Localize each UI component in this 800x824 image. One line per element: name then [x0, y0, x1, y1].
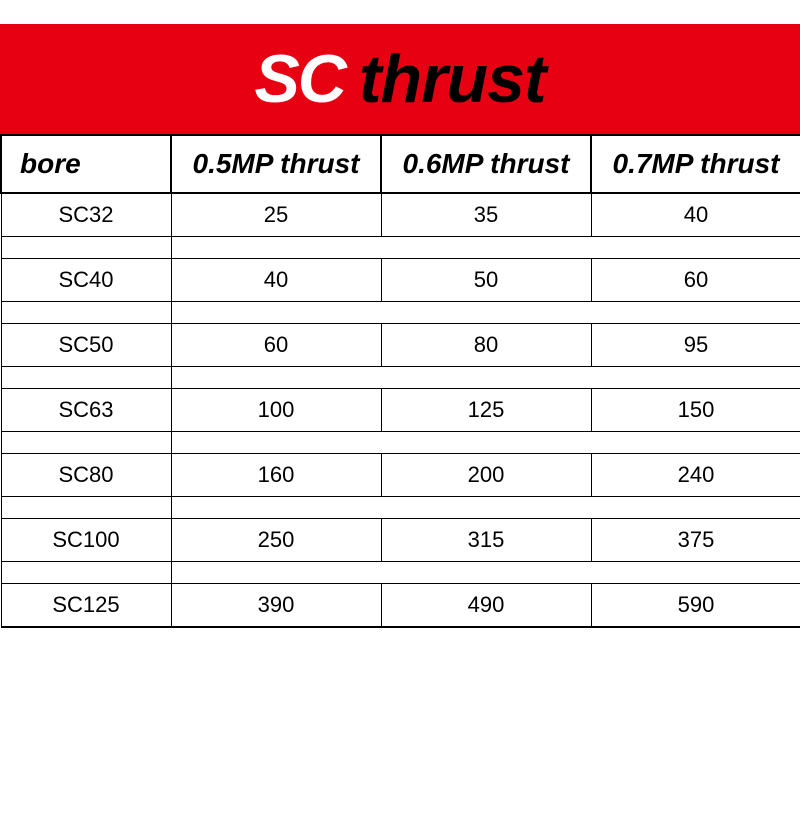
table-cell: 50 — [381, 259, 591, 302]
col-header-07mp: 0.7MP thrust — [591, 135, 800, 193]
table-spacer-row — [1, 237, 800, 259]
table-spacer-cell — [1, 237, 171, 259]
table-row: SC63100125150 — [1, 389, 800, 432]
table-cell: 390 — [171, 584, 381, 628]
thrust-table: bore 0.5MP thrust 0.6MP thrust 0.7MP thr… — [0, 134, 800, 628]
table-cell: 100 — [171, 389, 381, 432]
table-cell: 315 — [381, 519, 591, 562]
table-cell: 240 — [591, 454, 800, 497]
table-cell: 80 — [381, 324, 591, 367]
table-row: SC40405060 — [1, 259, 800, 302]
title-banner: SC thrust — [0, 24, 800, 134]
table-spacer-cell — [1, 432, 171, 454]
col-header-06mp: 0.6MP thrust — [381, 135, 591, 193]
table-row: SC100250315375 — [1, 519, 800, 562]
table-spacer-cell — [1, 497, 171, 519]
table-header-row: bore 0.5MP thrust 0.6MP thrust 0.7MP thr… — [1, 135, 800, 193]
table-cell: 95 — [591, 324, 800, 367]
table-cell: 25 — [171, 193, 381, 237]
table-row: SC50608095 — [1, 324, 800, 367]
table-spacer-row — [1, 302, 800, 324]
table-cell: SC100 — [1, 519, 171, 562]
table-spacer-row — [1, 367, 800, 389]
table-cell: 40 — [591, 193, 800, 237]
banner-thrust-text: thrust — [359, 40, 546, 118]
table-cell: 150 — [591, 389, 800, 432]
table-spacer-row — [1, 432, 800, 454]
table-spacer-cell — [1, 562, 171, 584]
table-spacer-cell — [171, 302, 800, 324]
table-spacer-cell — [1, 302, 171, 324]
table-spacer-cell — [171, 432, 800, 454]
table-body: SC32253540SC40405060SC50608095SC63100125… — [1, 193, 800, 627]
table-cell: 60 — [591, 259, 800, 302]
table-row: SC32253540 — [1, 193, 800, 237]
table-cell: 60 — [171, 324, 381, 367]
table-cell: SC32 — [1, 193, 171, 237]
col-header-05mp: 0.5MP thrust — [171, 135, 381, 193]
table-spacer-row — [1, 562, 800, 584]
col-header-bore: bore — [1, 135, 171, 193]
table-spacer-cell — [171, 562, 800, 584]
table-spacer-cell — [171, 367, 800, 389]
table-spacer-cell — [171, 237, 800, 259]
table-spacer-cell — [171, 497, 800, 519]
table-cell: 160 — [171, 454, 381, 497]
table-cell: SC80 — [1, 454, 171, 497]
table-cell: 490 — [381, 584, 591, 628]
table-cell: 40 — [171, 259, 381, 302]
table-cell: SC50 — [1, 324, 171, 367]
table-cell: 375 — [591, 519, 800, 562]
table-cell: 590 — [591, 584, 800, 628]
table-cell: 250 — [171, 519, 381, 562]
table-spacer-cell — [1, 367, 171, 389]
table-cell: 125 — [381, 389, 591, 432]
banner-sc-text: SC — [254, 40, 344, 118]
table-row: SC125390490590 — [1, 584, 800, 628]
table-cell: 200 — [381, 454, 591, 497]
table-cell: 35 — [381, 193, 591, 237]
table-cell: SC63 — [1, 389, 171, 432]
table-spacer-row — [1, 497, 800, 519]
table-cell: SC40 — [1, 259, 171, 302]
table-row: SC80160200240 — [1, 454, 800, 497]
table-cell: SC125 — [1, 584, 171, 628]
